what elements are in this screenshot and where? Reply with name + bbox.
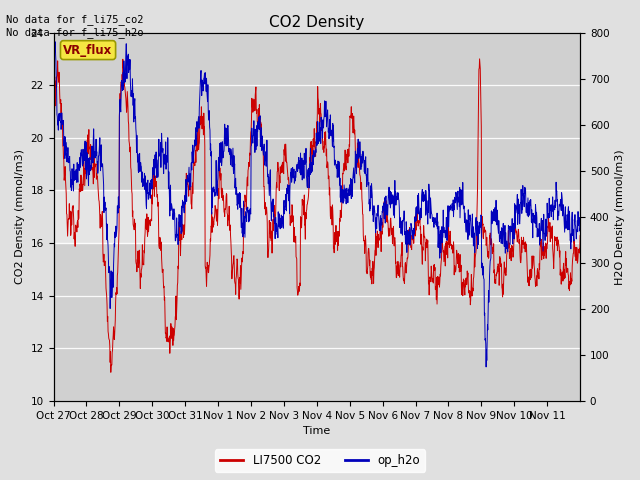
Title: CO2 Density: CO2 Density bbox=[269, 15, 364, 30]
op_h2o bbox=[303, 183, 311, 189]
op_h2o bbox=[518, 207, 526, 213]
Y-axis label: CO2 Density (mmol/m3): CO2 Density (mmol/m3) bbox=[15, 149, 25, 284]
op_h2o bbox=[483, 364, 490, 370]
LI7500 CO2 bbox=[570, 237, 578, 242]
Line: LI7500 CO2: LI7500 CO2 bbox=[54, 59, 580, 372]
LI7500 CO2 bbox=[476, 56, 483, 62]
Text: No data for f_li75_co2
No data for f_li75_h2o: No data for f_li75_co2 No data for f_li7… bbox=[6, 14, 144, 38]
Legend: LI7500 CO2, op_h2o: LI7500 CO2, op_h2o bbox=[215, 449, 425, 472]
LI7500 CO2 bbox=[293, 285, 301, 290]
LI7500 CO2 bbox=[441, 243, 449, 249]
LI7500 CO2 bbox=[576, 233, 584, 239]
Line: op_h2o: op_h2o bbox=[54, 42, 580, 367]
op_h2o bbox=[441, 228, 449, 233]
LI7500 CO2 bbox=[107, 370, 115, 375]
X-axis label: Time: Time bbox=[303, 426, 330, 436]
op_h2o bbox=[50, 97, 58, 103]
op_h2o bbox=[132, 131, 140, 137]
Bar bbox=[54, 191, 580, 243]
op_h2o bbox=[51, 39, 59, 45]
op_h2o bbox=[576, 226, 584, 231]
LI7500 CO2 bbox=[50, 136, 58, 142]
op_h2o bbox=[293, 161, 301, 167]
op_h2o bbox=[570, 238, 578, 244]
Text: VR_flux: VR_flux bbox=[63, 44, 113, 57]
Y-axis label: H2O Density (mmol/m3): H2O Density (mmol/m3) bbox=[615, 149, 625, 285]
LI7500 CO2 bbox=[132, 261, 140, 267]
LI7500 CO2 bbox=[303, 202, 311, 207]
LI7500 CO2 bbox=[518, 241, 526, 247]
